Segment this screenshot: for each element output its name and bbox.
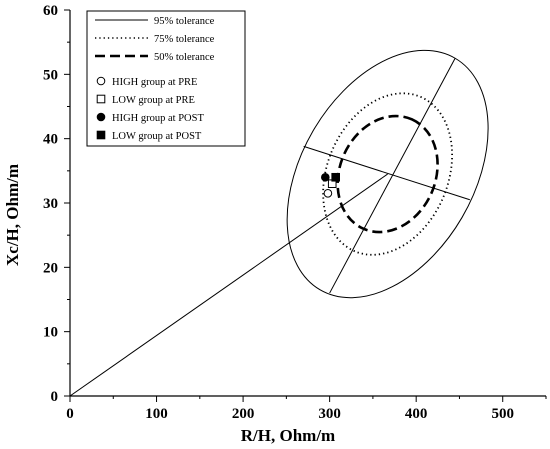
y-tick-label: 10 bbox=[43, 325, 58, 341]
x-tick-label: 300 bbox=[318, 406, 341, 422]
x-axis-title: R/H, Ohm/m bbox=[241, 426, 335, 445]
axes: 0 100 200 300 400 500 0 10 20 30 40 50 60 R/H, Ohm/m X… bbox=[3, 3, 547, 445]
data-point-3 bbox=[321, 172, 330, 182]
legend-label-5: LOW group at PRE bbox=[112, 95, 195, 106]
legend-label-2: 75% tolerance bbox=[154, 34, 215, 45]
legend-label-3: 50% tolerance bbox=[154, 52, 215, 63]
legend-label-1: 95% tolerance bbox=[154, 16, 215, 27]
tolerance-ellipse-2 bbox=[322, 92, 454, 256]
y-tick-label: 20 bbox=[43, 260, 58, 276]
y-axis-title: Xc/H, Ohm/m bbox=[3, 164, 22, 266]
plot-area bbox=[69, 49, 489, 397]
x-tick-label: 500 bbox=[491, 406, 514, 422]
tolerance-ellipse-1 bbox=[286, 49, 489, 299]
x-tick-label: 100 bbox=[145, 406, 168, 422]
legend: 95% tolerance 75% tolerance 50% tolerance H… bbox=[86, 10, 246, 147]
x-tick-label: 200 bbox=[232, 406, 255, 422]
y-tick-label: 0 bbox=[51, 389, 59, 405]
data-point-4 bbox=[331, 172, 340, 182]
reference-line bbox=[69, 173, 388, 397]
legend-marker-7 bbox=[96, 130, 106, 140]
legend-marker-5 bbox=[96, 94, 106, 104]
data-point-1 bbox=[323, 189, 333, 198]
legend-box bbox=[86, 10, 246, 147]
y-tick-label: 50 bbox=[43, 67, 58, 83]
y-tick-label: 60 bbox=[43, 3, 58, 19]
legend-marker-4 bbox=[96, 76, 106, 86]
legend-marker-6 bbox=[96, 112, 106, 122]
legend-label-4: HIGH group at PRE bbox=[112, 77, 197, 88]
x-tick-label: 400 bbox=[405, 406, 428, 422]
x-tick-label: 0 bbox=[66, 406, 74, 422]
tolerance-ellipse-3 bbox=[336, 114, 439, 234]
y-tick-label: 40 bbox=[43, 132, 58, 148]
y-tick-label: 30 bbox=[43, 196, 58, 212]
legend-label-6: HIGH group at POST bbox=[112, 113, 204, 124]
legend-label-7: LOW group at POST bbox=[112, 131, 202, 142]
minor-axis-line bbox=[303, 145, 470, 201]
major-axis-line bbox=[329, 58, 456, 294]
